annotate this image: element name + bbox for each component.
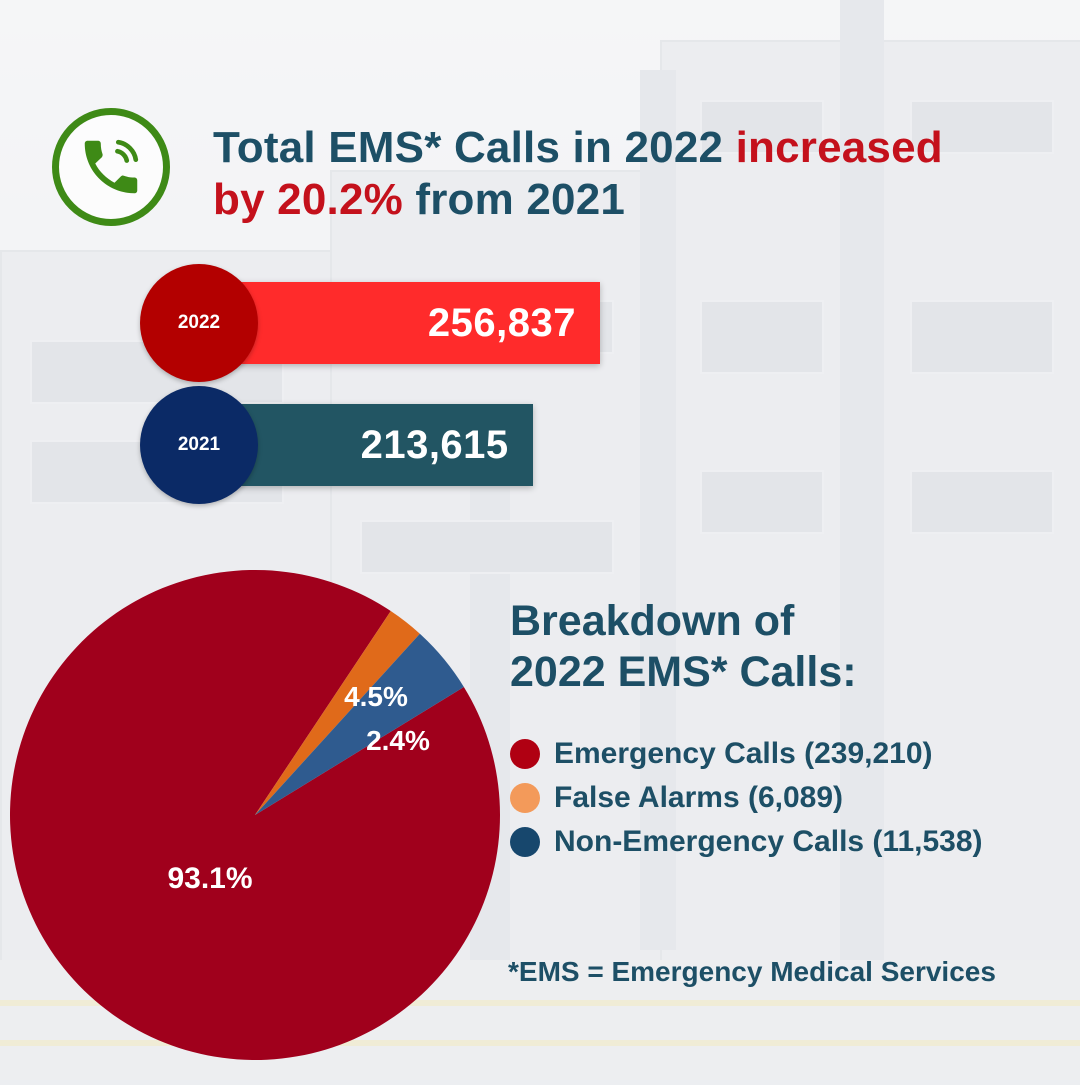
title-highlight-increased: increased [735, 123, 943, 172]
phone-handset-glyph [84, 139, 139, 194]
footnote: *EMS = Emergency Medical Services [508, 956, 996, 987]
breakdown-title-line1: Breakdown of [510, 597, 795, 645]
title-highlight-percent: by 20.2% [213, 175, 403, 224]
pie-slice-non-emergency [255, 633, 464, 815]
year-circle-2021: 2021 [140, 386, 258, 504]
legend-item-emergency: Emergency Calls (239,210) [510, 732, 983, 776]
breakdown-title: Breakdown of 2022 EMS* Calls: [510, 596, 857, 698]
legend-item-false-alarms: False Alarms (6,089) [510, 776, 983, 820]
pie-chart: 93.1% 2.4% 4.5% [0, 560, 520, 1080]
pie-label-non-emergency: 4.5% [344, 681, 408, 712]
legend-dot-non-emergency [510, 827, 540, 857]
phone-icon [52, 108, 170, 226]
bar-2022: 256,837 [200, 282, 600, 364]
legend-dot-emergency [510, 739, 540, 769]
legend-label-emergency: Emergency Calls (239,210) [554, 737, 933, 770]
legend: Emergency Calls (239,210) False Alarms (… [510, 732, 983, 864]
legend-dot-false-alarms [510, 783, 540, 813]
title-part1: Total EMS* Calls in 2022 [213, 123, 736, 172]
bar-value-2021: 213,615 [360, 422, 509, 467]
title-part2: from 2021 [402, 175, 626, 224]
bar-value-2022: 256,837 [427, 300, 576, 345]
pie-label-emergency: 93.1% [167, 862, 252, 895]
pie-slice-false-alarms [255, 611, 420, 815]
breakdown-title-line2: 2022 EMS* Calls: [510, 648, 857, 696]
year-label-2022: 2022 [177, 312, 221, 333]
year-label-2021: 2021 [177, 434, 221, 455]
page-title: Total EMS* Calls in 2022 increased by 20.… [213, 122, 943, 226]
year-circle-2022: 2022 [140, 264, 258, 382]
pie-label-false-alarms: 2.4% [366, 725, 430, 756]
legend-label-false-alarms: False Alarms (6,089) [554, 781, 844, 814]
pie-slice-emergency [9, 570, 500, 1060]
legend-item-non-emergency: Non-Emergency Calls (11,538) [510, 820, 983, 864]
pie-chart-svg: 93.1% 2.4% 4.5% [9, 570, 500, 1060]
legend-label-non-emergency: Non-Emergency Calls (11,538) [554, 825, 983, 858]
